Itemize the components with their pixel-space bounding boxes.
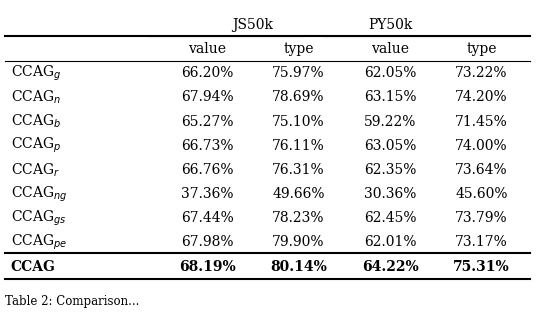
Text: CCAG$_b$: CCAG$_b$ [11,113,61,130]
Text: value: value [371,42,409,56]
Text: CCAG$_n$: CCAG$_n$ [11,89,61,106]
Text: 37.36%: 37.36% [181,187,233,201]
Text: 71.45%: 71.45% [455,115,508,129]
Text: CCAG$_p$: CCAG$_p$ [11,136,61,156]
Text: CCAG$_{gs}$: CCAG$_{gs}$ [11,209,66,228]
Text: PY50k: PY50k [368,18,412,32]
Text: 73.17%: 73.17% [455,236,508,249]
Text: 65.27%: 65.27% [181,115,233,129]
Text: 73.79%: 73.79% [455,211,508,225]
Text: 66.73%: 66.73% [181,139,233,153]
Text: 75.31%: 75.31% [453,260,510,273]
Text: CCAG$_{ng}$: CCAG$_{ng}$ [11,184,67,204]
Text: 64.22%: 64.22% [362,260,419,273]
Text: 78.23%: 78.23% [272,211,325,225]
Text: 66.20%: 66.20% [181,66,233,80]
Text: type: type [466,42,497,56]
Text: 59.22%: 59.22% [364,115,416,129]
Text: 75.10%: 75.10% [272,115,325,129]
Text: 76.11%: 76.11% [272,139,325,153]
Text: 45.60%: 45.60% [455,187,508,201]
Text: 62.01%: 62.01% [364,236,416,249]
Text: CCAG$_g$: CCAG$_g$ [11,64,61,83]
Text: type: type [284,42,314,56]
Text: 67.98%: 67.98% [181,236,233,249]
Text: JS50k: JS50k [232,18,273,32]
Text: 76.31%: 76.31% [272,163,325,177]
Text: CCAG$_{pe}$: CCAG$_{pe}$ [11,233,67,252]
Text: 73.64%: 73.64% [455,163,508,177]
Text: CCAG$_r$: CCAG$_r$ [11,161,60,179]
Text: Table 2: Comparison...: Table 2: Comparison... [5,295,140,308]
Text: CCAG: CCAG [11,260,55,273]
Text: 63.05%: 63.05% [364,139,416,153]
Text: 63.15%: 63.15% [364,90,416,105]
Text: 30.36%: 30.36% [364,187,416,201]
Text: value: value [188,42,226,56]
Text: 74.00%: 74.00% [455,139,508,153]
Text: 67.44%: 67.44% [181,211,233,225]
Text: 49.66%: 49.66% [272,187,325,201]
Text: 62.05%: 62.05% [364,66,416,80]
Text: 66.76%: 66.76% [181,163,233,177]
Text: 68.19%: 68.19% [179,260,236,273]
Text: 62.35%: 62.35% [364,163,416,177]
Text: 74.20%: 74.20% [455,90,508,105]
Text: 73.22%: 73.22% [455,66,508,80]
Text: 62.45%: 62.45% [364,211,416,225]
Text: 75.97%: 75.97% [272,66,325,80]
Text: 79.90%: 79.90% [272,236,325,249]
Text: 67.94%: 67.94% [181,90,233,105]
Text: 80.14%: 80.14% [270,260,327,273]
Text: 78.69%: 78.69% [272,90,325,105]
